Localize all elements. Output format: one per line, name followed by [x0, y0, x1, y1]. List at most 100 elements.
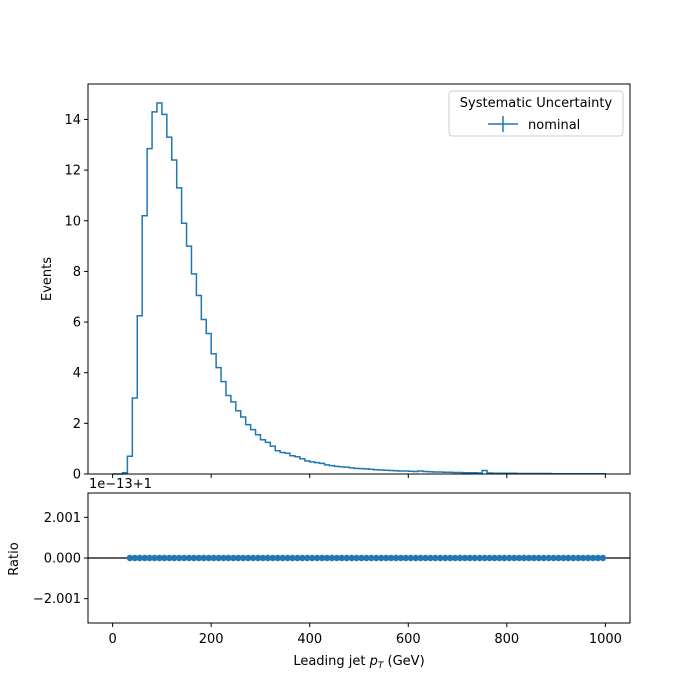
ratio-point — [589, 554, 597, 562]
ratio-point — [397, 554, 405, 562]
ratio-point — [180, 554, 188, 562]
ratio-point — [575, 554, 582, 562]
ratio-point — [358, 554, 365, 562]
ratio-point — [501, 554, 508, 562]
ratio-point — [348, 554, 355, 562]
ratio-point — [294, 554, 301, 562]
ratio-point — [318, 554, 326, 562]
ratio-point — [377, 554, 385, 562]
ratio-point — [466, 554, 474, 562]
legend-title: Systematic Uncertainty — [460, 96, 613, 111]
ratio-y-tick-label: 0.000 — [44, 552, 81, 567]
main-y-tick-label: 6 — [73, 316, 81, 331]
ratio-point — [392, 554, 400, 562]
ratio-point — [515, 554, 523, 562]
ratio-point — [461, 554, 469, 562]
nominal-histogram — [112, 102, 607, 475]
ratio-point — [570, 554, 577, 562]
main-y-tick-label: 8 — [73, 265, 81, 280]
ratio-point — [284, 554, 291, 562]
ratio-point — [235, 554, 242, 562]
ratio-point — [520, 554, 528, 562]
ratio-point — [412, 554, 419, 562]
ratio-point — [205, 554, 212, 562]
ratio-offset-label: 1e−13+1 — [89, 477, 152, 492]
ratio-point — [215, 554, 222, 562]
ratio-point — [535, 554, 543, 562]
x-tick-label: 0 — [108, 632, 116, 647]
ratio-point — [451, 554, 459, 562]
ratio-point — [368, 554, 375, 562]
ratio-point — [432, 554, 439, 562]
legend: Systematic Uncertainty nominal — [448, 90, 624, 137]
ratio-point — [289, 554, 296, 562]
ratio-point — [343, 554, 350, 562]
ratio-point — [171, 554, 178, 562]
ratio-point — [146, 554, 153, 562]
x-tick-label: 200 — [199, 632, 224, 647]
ratio-point — [274, 554, 281, 562]
main-y-tick-label: 12 — [64, 164, 81, 179]
ratio-point — [387, 554, 395, 562]
main-y-axis-label: Events — [40, 257, 55, 301]
ratio-point — [540, 554, 547, 562]
ratio-point — [584, 554, 592, 562]
ratio-plot-frame — [87, 492, 631, 624]
ratio-point — [476, 554, 483, 562]
ratio-point — [230, 554, 237, 562]
ratio-point — [486, 554, 493, 562]
ratio-point — [530, 554, 538, 562]
ratio-point — [565, 554, 572, 562]
ratio-point — [185, 554, 193, 562]
ratio-point — [560, 554, 567, 562]
ratio-point — [594, 554, 602, 562]
ratio-point — [422, 554, 429, 562]
ratio-point — [579, 554, 587, 562]
ratio-point — [195, 554, 203, 562]
ratio-point — [264, 554, 272, 562]
ratio-point — [333, 554, 341, 562]
ratio-point — [599, 554, 607, 562]
ratio-point — [545, 554, 552, 562]
ratio-point — [456, 554, 464, 562]
ratio-y-tick-label: −2.001 — [33, 592, 81, 607]
ratio-point — [491, 554, 498, 562]
main-plot-frame — [87, 83, 631, 475]
ratio-point — [442, 554, 449, 562]
main-y-tick-label: 10 — [64, 214, 81, 229]
ratio-point — [190, 554, 198, 562]
ratio-point — [249, 554, 257, 562]
ratio-point — [304, 554, 311, 562]
ratio-point — [175, 554, 183, 562]
ratio-point — [200, 554, 207, 562]
ratio-point — [417, 554, 424, 562]
ratio-point — [151, 554, 158, 562]
main-y-tick-label: 2 — [73, 417, 81, 432]
main-y-tick-label: 0 — [73, 468, 81, 483]
ratio-point — [210, 554, 217, 562]
ratio-point — [299, 554, 306, 562]
ratio-point — [166, 554, 173, 562]
ratio-point — [240, 554, 247, 562]
ratio-points — [126, 554, 607, 562]
ratio-point — [269, 554, 276, 562]
ratio-point — [279, 554, 286, 562]
ratio-point — [131, 554, 139, 562]
ratio-point — [481, 554, 488, 562]
x-tick-label: 400 — [297, 632, 322, 647]
ratio-point — [363, 554, 370, 562]
x-tick-label: 1000 — [589, 632, 622, 647]
ratio-point — [308, 554, 316, 562]
ratio-point — [156, 554, 163, 562]
ratio-point — [382, 554, 390, 562]
ratio-point — [244, 554, 252, 562]
ratio-point — [136, 554, 143, 562]
main-x-ticks — [112, 474, 606, 478]
ratio-x-ticks: 0 200 400 600 800 1000 — [108, 623, 622, 647]
x-tick-label: 600 — [396, 632, 421, 647]
ratio-point — [506, 554, 513, 562]
ratio-point — [259, 554, 267, 562]
ratio-point — [525, 554, 533, 562]
ratio-point — [402, 554, 410, 562]
